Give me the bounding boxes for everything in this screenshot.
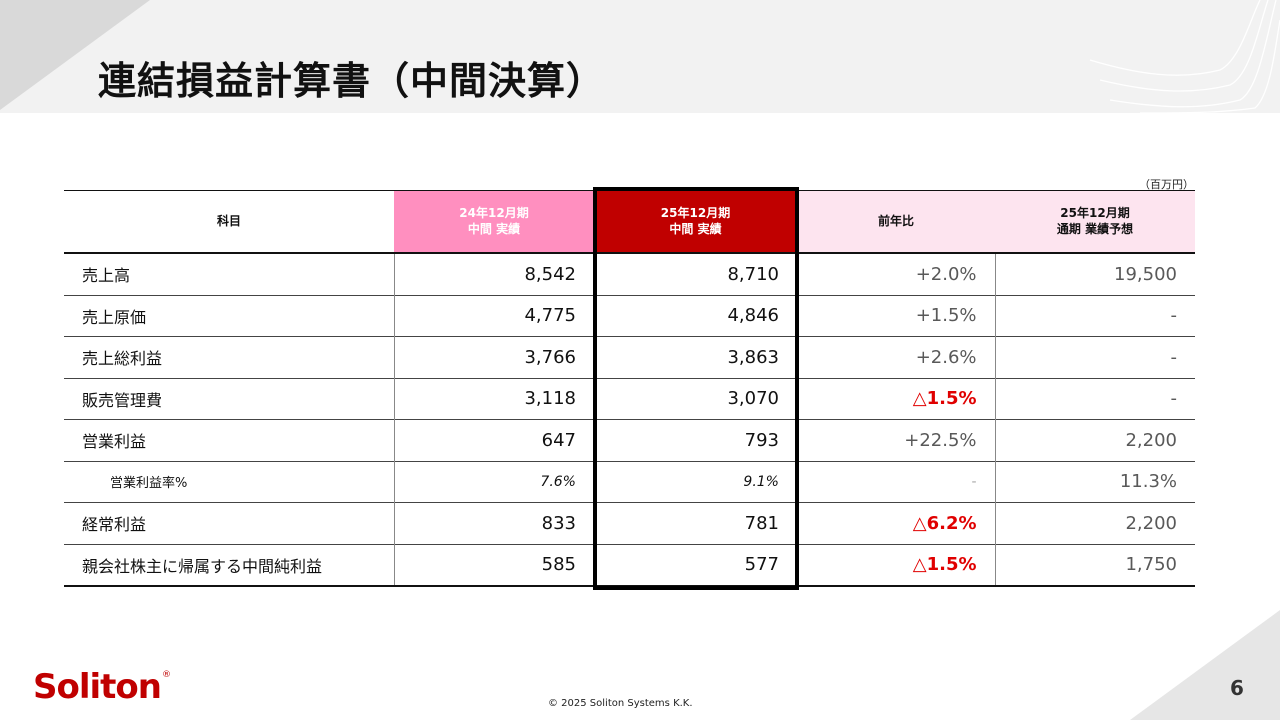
table-row: 営業利益 647 793 +22.5% 2,200 bbox=[64, 419, 1195, 461]
row-label: 売上高 bbox=[64, 252, 394, 295]
forecast-value: - bbox=[994, 336, 1195, 378]
row-label: 営業利益 bbox=[64, 419, 394, 461]
curr-value: 793 bbox=[594, 419, 797, 461]
header-item: 科目 bbox=[64, 190, 394, 253]
copyright: © 2025 Soliton Systems K.K. bbox=[548, 698, 693, 709]
curr-value: 8,710 bbox=[594, 252, 797, 295]
table-row: 経常利益 833 781 △6.2% 2,200 bbox=[64, 502, 1195, 544]
forecast-value: 11.3% bbox=[994, 460, 1195, 503]
row-label: 親会社株主に帰属する中間純利益 bbox=[64, 543, 394, 587]
yoy-value: +2.0% bbox=[797, 252, 995, 295]
registered-mark: ® bbox=[162, 670, 171, 680]
yoy-value: △6.2% bbox=[797, 502, 995, 544]
yoy-value: △1.5% bbox=[797, 377, 995, 420]
yoy-value: +2.6% bbox=[797, 336, 995, 378]
prev-value: 3,766 bbox=[393, 336, 594, 378]
forecast-value: 1,750 bbox=[994, 543, 1195, 587]
forecast-value: 2,200 bbox=[994, 502, 1195, 544]
row-label: 営業利益率% bbox=[64, 460, 394, 503]
row-label: 経常利益 bbox=[64, 502, 394, 544]
prev-value: 7.6% bbox=[393, 460, 594, 503]
header-curr-actual: 25年12月期 中間 実績 bbox=[594, 190, 797, 253]
header-band bbox=[0, 0, 1280, 113]
prev-value: 585 bbox=[393, 543, 594, 587]
forecast-value: 19,500 bbox=[994, 252, 1195, 295]
header-forecast: 25年12月期 通期 業績予想 bbox=[995, 190, 1195, 253]
yoy-value: - bbox=[797, 460, 995, 503]
curr-value: 577 bbox=[594, 543, 797, 587]
forecast-value: - bbox=[994, 294, 1195, 337]
curr-value: 781 bbox=[594, 502, 797, 544]
table-row: 親会社株主に帰属する中間純利益 585 577 △1.5% 1,750 bbox=[64, 543, 1195, 587]
corner-decoration bbox=[0, 0, 150, 110]
corner-decoration bbox=[1130, 610, 1280, 720]
table-row: 売上総利益 3,766 3,863 +2.6% - bbox=[64, 336, 1195, 378]
yoy-value: +1.5% bbox=[797, 294, 995, 337]
prev-value: 833 bbox=[393, 502, 594, 544]
wave-decoration bbox=[1089, 0, 1280, 113]
page-title: 連結損益計算書（中間決算） bbox=[98, 59, 606, 103]
header-yoy: 前年比 bbox=[797, 190, 995, 253]
curr-value: 9.1% bbox=[594, 460, 797, 503]
forecast-value: 2,200 bbox=[994, 419, 1195, 461]
yoy-value: △1.5% bbox=[797, 543, 995, 587]
prev-value: 647 bbox=[393, 419, 594, 461]
table-header-row: 科目 24年12月期 中間 実績 25年12月期 中間 実績 前年比 25年12月期… bbox=[64, 190, 1195, 253]
table-row: 営業利益率% 7.6% 9.1% - 11.3% bbox=[64, 460, 1195, 503]
soliton-logo: Soliton bbox=[33, 667, 162, 707]
unit-label: （百万円） bbox=[1139, 178, 1194, 191]
table-row: 売上高 8,542 8,710 +2.0% 19,500 bbox=[64, 252, 1195, 295]
header-prev-actual: 24年12月期 中間 実績 bbox=[394, 190, 594, 253]
row-label: 販売管理費 bbox=[64, 377, 394, 420]
row-label: 売上原価 bbox=[64, 294, 394, 337]
row-label: 売上総利益 bbox=[64, 336, 394, 378]
forecast-value: - bbox=[994, 377, 1195, 420]
table-row: 売上原価 4,775 4,846 +1.5% - bbox=[64, 294, 1195, 337]
prev-value: 4,775 bbox=[393, 294, 594, 337]
prev-value: 8,542 bbox=[393, 252, 594, 295]
table-row: 販売管理費 3,118 3,070 △1.5% - bbox=[64, 377, 1195, 420]
prev-value: 3,118 bbox=[393, 377, 594, 420]
page-number: 6 bbox=[1230, 676, 1244, 700]
yoy-value: +22.5% bbox=[797, 419, 995, 461]
curr-value: 4,846 bbox=[594, 294, 797, 337]
curr-value: 3,863 bbox=[594, 336, 797, 378]
curr-value: 3,070 bbox=[594, 377, 797, 420]
income-statement-table: 科目 24年12月期 中間 実績 25年12月期 中間 実績 前年比 25年12月期… bbox=[64, 190, 1195, 587]
